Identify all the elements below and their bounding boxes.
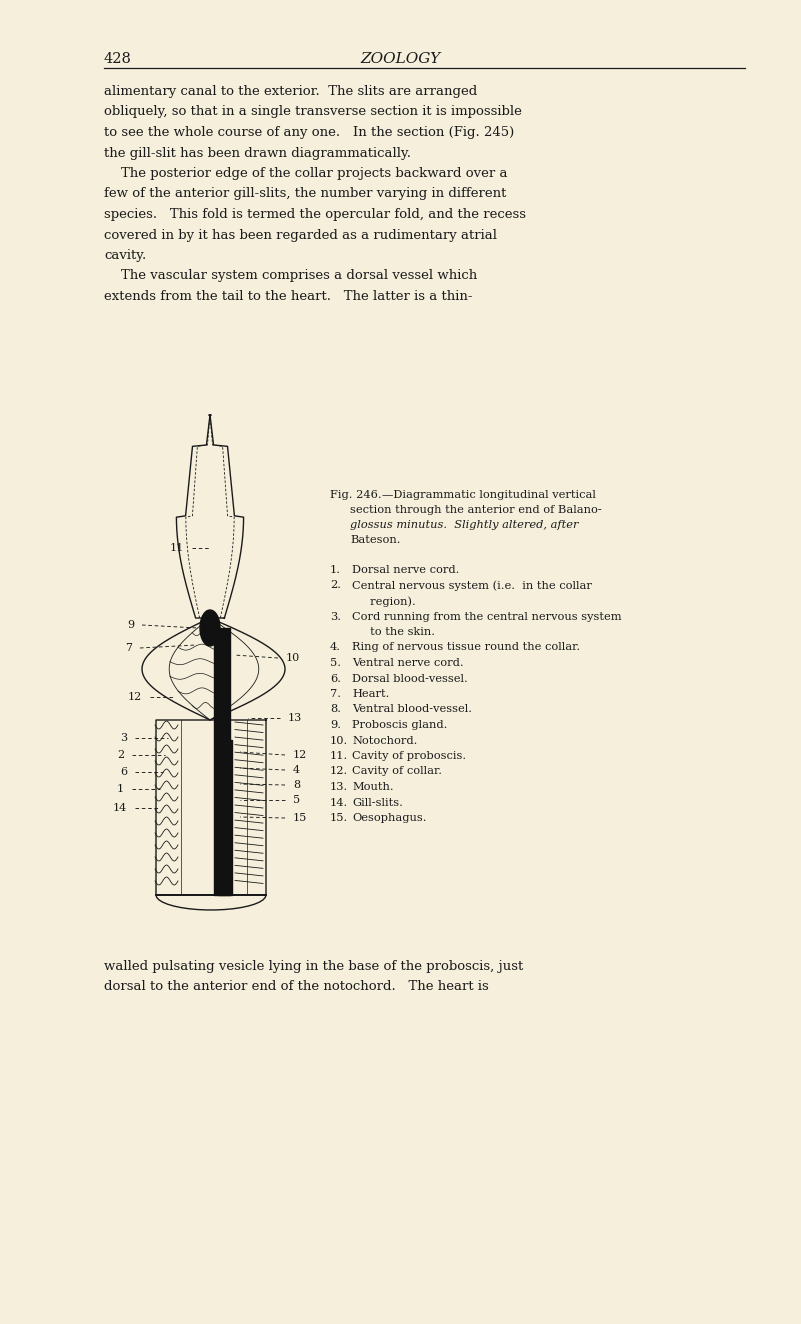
- Text: 12: 12: [293, 749, 308, 760]
- Text: Dorsal nerve cord.: Dorsal nerve cord.: [352, 565, 460, 575]
- Text: 15: 15: [293, 813, 308, 824]
- Text: 1.: 1.: [330, 565, 341, 575]
- Text: 11: 11: [170, 543, 184, 553]
- Text: 8: 8: [293, 780, 300, 790]
- Text: 10: 10: [286, 653, 300, 663]
- Text: 2.: 2.: [330, 580, 341, 591]
- Text: Heart.: Heart.: [352, 688, 389, 699]
- Text: Central nervous system (i.e.  in the collar: Central nervous system (i.e. in the coll…: [352, 580, 592, 591]
- Text: 3: 3: [120, 733, 127, 743]
- Text: 14: 14: [113, 802, 127, 813]
- Text: glossus minutus.  Slightly altered, after: glossus minutus. Slightly altered, after: [350, 520, 578, 530]
- Text: 7.: 7.: [330, 688, 341, 699]
- Text: —Diagrammatic longitudinal vertical: —Diagrammatic longitudinal vertical: [382, 490, 596, 500]
- Text: cavity.: cavity.: [104, 249, 147, 262]
- Text: alimentary canal to the exterior.  The slits are arranged: alimentary canal to the exterior. The sl…: [104, 85, 477, 98]
- Text: Cord running from the central nervous system: Cord running from the central nervous sy…: [352, 612, 622, 621]
- Text: Bateson.: Bateson.: [350, 535, 400, 545]
- Text: 6.: 6.: [330, 674, 341, 683]
- Polygon shape: [218, 740, 232, 895]
- Text: 14.: 14.: [330, 797, 348, 808]
- Polygon shape: [214, 628, 230, 895]
- Text: 428: 428: [104, 52, 132, 66]
- Polygon shape: [200, 610, 220, 646]
- Text: Oesophagus.: Oesophagus.: [352, 813, 426, 824]
- Text: Dorsal blood-vessel.: Dorsal blood-vessel.: [352, 674, 468, 683]
- Text: The vascular system comprises a dorsal vessel which: The vascular system comprises a dorsal v…: [104, 270, 477, 282]
- Text: 2: 2: [117, 749, 124, 760]
- Text: 5.: 5.: [330, 658, 341, 669]
- Text: 10.: 10.: [330, 736, 348, 745]
- Text: 3.: 3.: [330, 612, 341, 621]
- Text: the gill-slit has been drawn diagrammatically.: the gill-slit has been drawn diagrammati…: [104, 147, 411, 159]
- Text: 1: 1: [117, 784, 124, 794]
- Text: Cavity of collar.: Cavity of collar.: [352, 767, 442, 776]
- Text: 4.: 4.: [330, 642, 341, 653]
- Text: 11.: 11.: [330, 751, 348, 761]
- Text: Fig. 246.: Fig. 246.: [330, 490, 381, 500]
- Text: Mouth.: Mouth.: [352, 782, 393, 792]
- Text: The posterior edge of the collar projects backward over a: The posterior edge of the collar project…: [104, 167, 508, 180]
- Text: region).: region).: [352, 596, 416, 606]
- Text: Gill-slits.: Gill-slits.: [352, 797, 403, 808]
- Text: 13.: 13.: [330, 782, 348, 792]
- Text: extends from the tail to the heart.   The latter is a thin-: extends from the tail to the heart. The …: [104, 290, 473, 303]
- Text: Proboscis gland.: Proboscis gland.: [352, 720, 448, 730]
- Text: Ventral nerve cord.: Ventral nerve cord.: [352, 658, 464, 669]
- Text: Cavity of proboscis.: Cavity of proboscis.: [352, 751, 466, 761]
- Text: 6: 6: [120, 767, 127, 777]
- Text: to see the whole course of any one.   In the section (Fig. 245): to see the whole course of any one. In t…: [104, 126, 514, 139]
- Text: dorsal to the anterior end of the notochord.   The heart is: dorsal to the anterior end of the notoch…: [104, 981, 489, 993]
- Text: 8.: 8.: [330, 704, 341, 715]
- Text: Notochord.: Notochord.: [352, 736, 417, 745]
- Text: 9.: 9.: [330, 720, 341, 730]
- Text: 12.: 12.: [330, 767, 348, 776]
- Text: 5: 5: [293, 794, 300, 805]
- Text: 4: 4: [293, 765, 300, 775]
- Text: covered in by it has been regarded as a rudimentary atrial: covered in by it has been regarded as a …: [104, 229, 497, 241]
- Text: to the skin.: to the skin.: [352, 628, 435, 637]
- Text: section through the anterior end of Balano-: section through the anterior end of Bala…: [350, 504, 602, 515]
- Text: 15.: 15.: [330, 813, 348, 824]
- Text: walled pulsating vesicle lying in the base of the proboscis, just: walled pulsating vesicle lying in the ba…: [104, 960, 523, 973]
- Text: 13: 13: [288, 714, 302, 723]
- Text: ZOOLOGY: ZOOLOGY: [361, 52, 441, 66]
- Text: species.   This fold is termed the opercular fold, and the recess: species. This fold is termed the opercul…: [104, 208, 526, 221]
- Text: obliquely, so that in a single transverse section it is impossible: obliquely, so that in a single transvers…: [104, 106, 522, 119]
- Text: 9: 9: [127, 620, 134, 630]
- Text: 7: 7: [125, 643, 132, 653]
- Text: few of the anterior gill-slits, the number varying in different: few of the anterior gill-slits, the numb…: [104, 188, 506, 200]
- Text: Ring of nervous tissue round the collar.: Ring of nervous tissue round the collar.: [352, 642, 580, 653]
- Text: 12: 12: [127, 692, 142, 702]
- Text: Ventral blood-vessel.: Ventral blood-vessel.: [352, 704, 472, 715]
